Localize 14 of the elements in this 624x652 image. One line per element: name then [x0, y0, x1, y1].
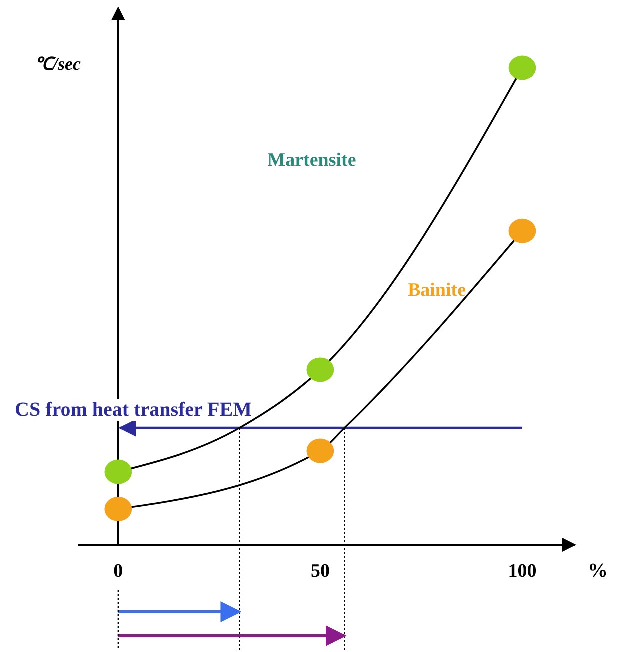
point [104, 497, 132, 522]
x-axis-title: % [588, 560, 608, 582]
point [508, 56, 536, 80]
y-axis-title: ℃/sec [35, 54, 82, 74]
point [508, 218, 536, 244]
point [104, 460, 132, 484]
x-tick-label: 50 [310, 561, 330, 582]
x-tick-label: 0 [114, 561, 124, 582]
point [306, 438, 334, 464]
ref-line-label: CS from heat transfer FEM [15, 399, 252, 422]
x-tick-label: 100 [508, 561, 537, 582]
annotation: Bainite [408, 280, 466, 301]
point [306, 358, 334, 382]
annotation: Martensite [268, 150, 356, 171]
